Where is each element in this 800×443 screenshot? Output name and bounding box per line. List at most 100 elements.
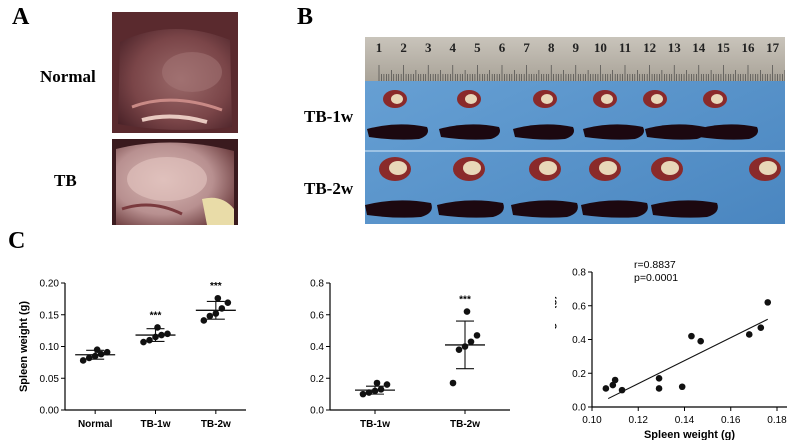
ruler-number: 16 (742, 40, 756, 55)
data-point (359, 390, 367, 398)
ruler-number: 3 (425, 40, 432, 55)
y-tick-label: 0.15 (40, 310, 60, 321)
y-axis-title: Spleen weight (g) (18, 301, 30, 392)
data-point (85, 354, 93, 362)
data-point (214, 294, 222, 302)
data-point (655, 375, 663, 382)
correlation-chart: 0.0 0.2 0.4 0.6 0.8 Tumor weight (g) 0.10 0.12 0… (555, 259, 787, 440)
normal-label: Normal (40, 67, 96, 86)
spleen-specimen (367, 124, 428, 140)
tumor-spleen-photo: 1 2 3 4 5 6 7 8 9 10 11 12 13 14 15 16 17 (365, 37, 785, 224)
y-axis-title: Tumor weight (g) (555, 295, 557, 384)
significance-marker: *** (210, 281, 222, 292)
tb-liver-photo (112, 139, 238, 225)
panel-letter-b: B (297, 4, 314, 30)
data-point (463, 308, 471, 315)
tb-label: TB (54, 171, 77, 190)
data-point (467, 338, 475, 346)
panel-letter-c: C (8, 228, 26, 254)
row-label-tb-2w: TB-2w (304, 179, 354, 198)
y-tick-label: 0.0 (310, 406, 324, 417)
data-point (224, 299, 232, 306)
data-point (655, 385, 663, 392)
normal-liver-photo (112, 12, 238, 133)
x-tick-label: TB-1w (141, 419, 171, 430)
data-point (611, 376, 619, 384)
spleen-specimen (583, 124, 644, 140)
ruler-number: 4 (450, 40, 457, 55)
data-point (764, 299, 772, 306)
x-tick-label: 0.14 (675, 415, 695, 426)
ruler-number: 2 (400, 40, 407, 55)
spleen-specimen (439, 124, 500, 140)
data-point (757, 324, 765, 331)
stat-annotation: r=0.8837 (634, 259, 676, 271)
y-tick-label: 0.4 (310, 342, 324, 353)
data-point (678, 383, 686, 391)
y-tick-label: 0.0 (572, 403, 586, 414)
spleen-specimen (437, 200, 504, 218)
data-point (745, 331, 753, 338)
ruler-number: 1 (376, 40, 383, 55)
x-tick-label: 0.12 (629, 415, 649, 426)
y-tick-label: 0.20 (40, 279, 60, 290)
row-label-tb-1w: TB-1w (304, 107, 354, 126)
data-point (377, 386, 385, 393)
ruler-number: 11 (619, 40, 631, 55)
spleen-weight-chart: 0.00 0.05 0.10 0.15 0.20 Spleen weight (g) Nor… (18, 279, 246, 430)
spleen-specimen (511, 200, 578, 218)
data-point (473, 332, 481, 339)
y-tick-label: 0.2 (310, 374, 324, 385)
data-point (449, 379, 457, 387)
data-point (618, 386, 626, 394)
y-tick-label: 0.6 (572, 301, 586, 312)
spleen-specimen (581, 200, 648, 218)
ruler-number: 6 (499, 40, 506, 55)
data-point (206, 312, 214, 320)
y-tick-label: 0.2 (572, 369, 586, 380)
x-tick-label: TB-1w (360, 419, 390, 430)
y-tick-label: 0.4 (572, 335, 586, 346)
significance-marker: *** (150, 310, 162, 321)
ruler-number: 8 (548, 40, 555, 55)
x-tick-label: Normal (78, 419, 113, 430)
data-point (455, 346, 463, 353)
x-tick-label: TB-2w (201, 419, 231, 430)
ruler-number: 14 (692, 40, 706, 55)
ruler-number: 7 (523, 40, 530, 55)
data-point (79, 357, 87, 364)
x-tick-label: 0.16 (721, 415, 741, 426)
data-point (146, 336, 153, 344)
spleen-specimen (645, 124, 706, 140)
panel-letter-a: A (12, 4, 30, 30)
data-point (697, 337, 704, 345)
y-tick-label: 0.8 (572, 268, 586, 279)
data-point (609, 381, 617, 389)
data-point (602, 385, 610, 392)
data-point (140, 338, 147, 346)
data-point (688, 332, 695, 340)
data-point (164, 330, 171, 338)
ruler-number: 12 (643, 40, 656, 55)
x-axis-title: Spleen weight (g) (644, 429, 735, 440)
x-tick-label: 0.18 (767, 415, 787, 426)
significance-marker: *** (459, 295, 471, 306)
spleen-specimen (697, 124, 758, 140)
ruler-number: 10 (594, 40, 607, 55)
spleen-specimen (651, 200, 718, 218)
data-point (373, 379, 381, 387)
ruler-number: 13 (668, 40, 682, 55)
data-point (200, 317, 208, 324)
fit-line (607, 318, 768, 400)
ruler-number: 9 (573, 40, 580, 55)
data-point (103, 348, 111, 356)
y-tick-label: 0.6 (310, 310, 324, 321)
ruler (365, 37, 785, 81)
data-point (383, 381, 391, 388)
stat-annotation: p=0.0001 (634, 272, 678, 284)
spleen-specimen (513, 124, 574, 140)
y-tick-label: 0.00 (40, 406, 60, 417)
y-tick-label: 0.8 (310, 279, 324, 290)
ruler-number: 15 (717, 40, 731, 55)
